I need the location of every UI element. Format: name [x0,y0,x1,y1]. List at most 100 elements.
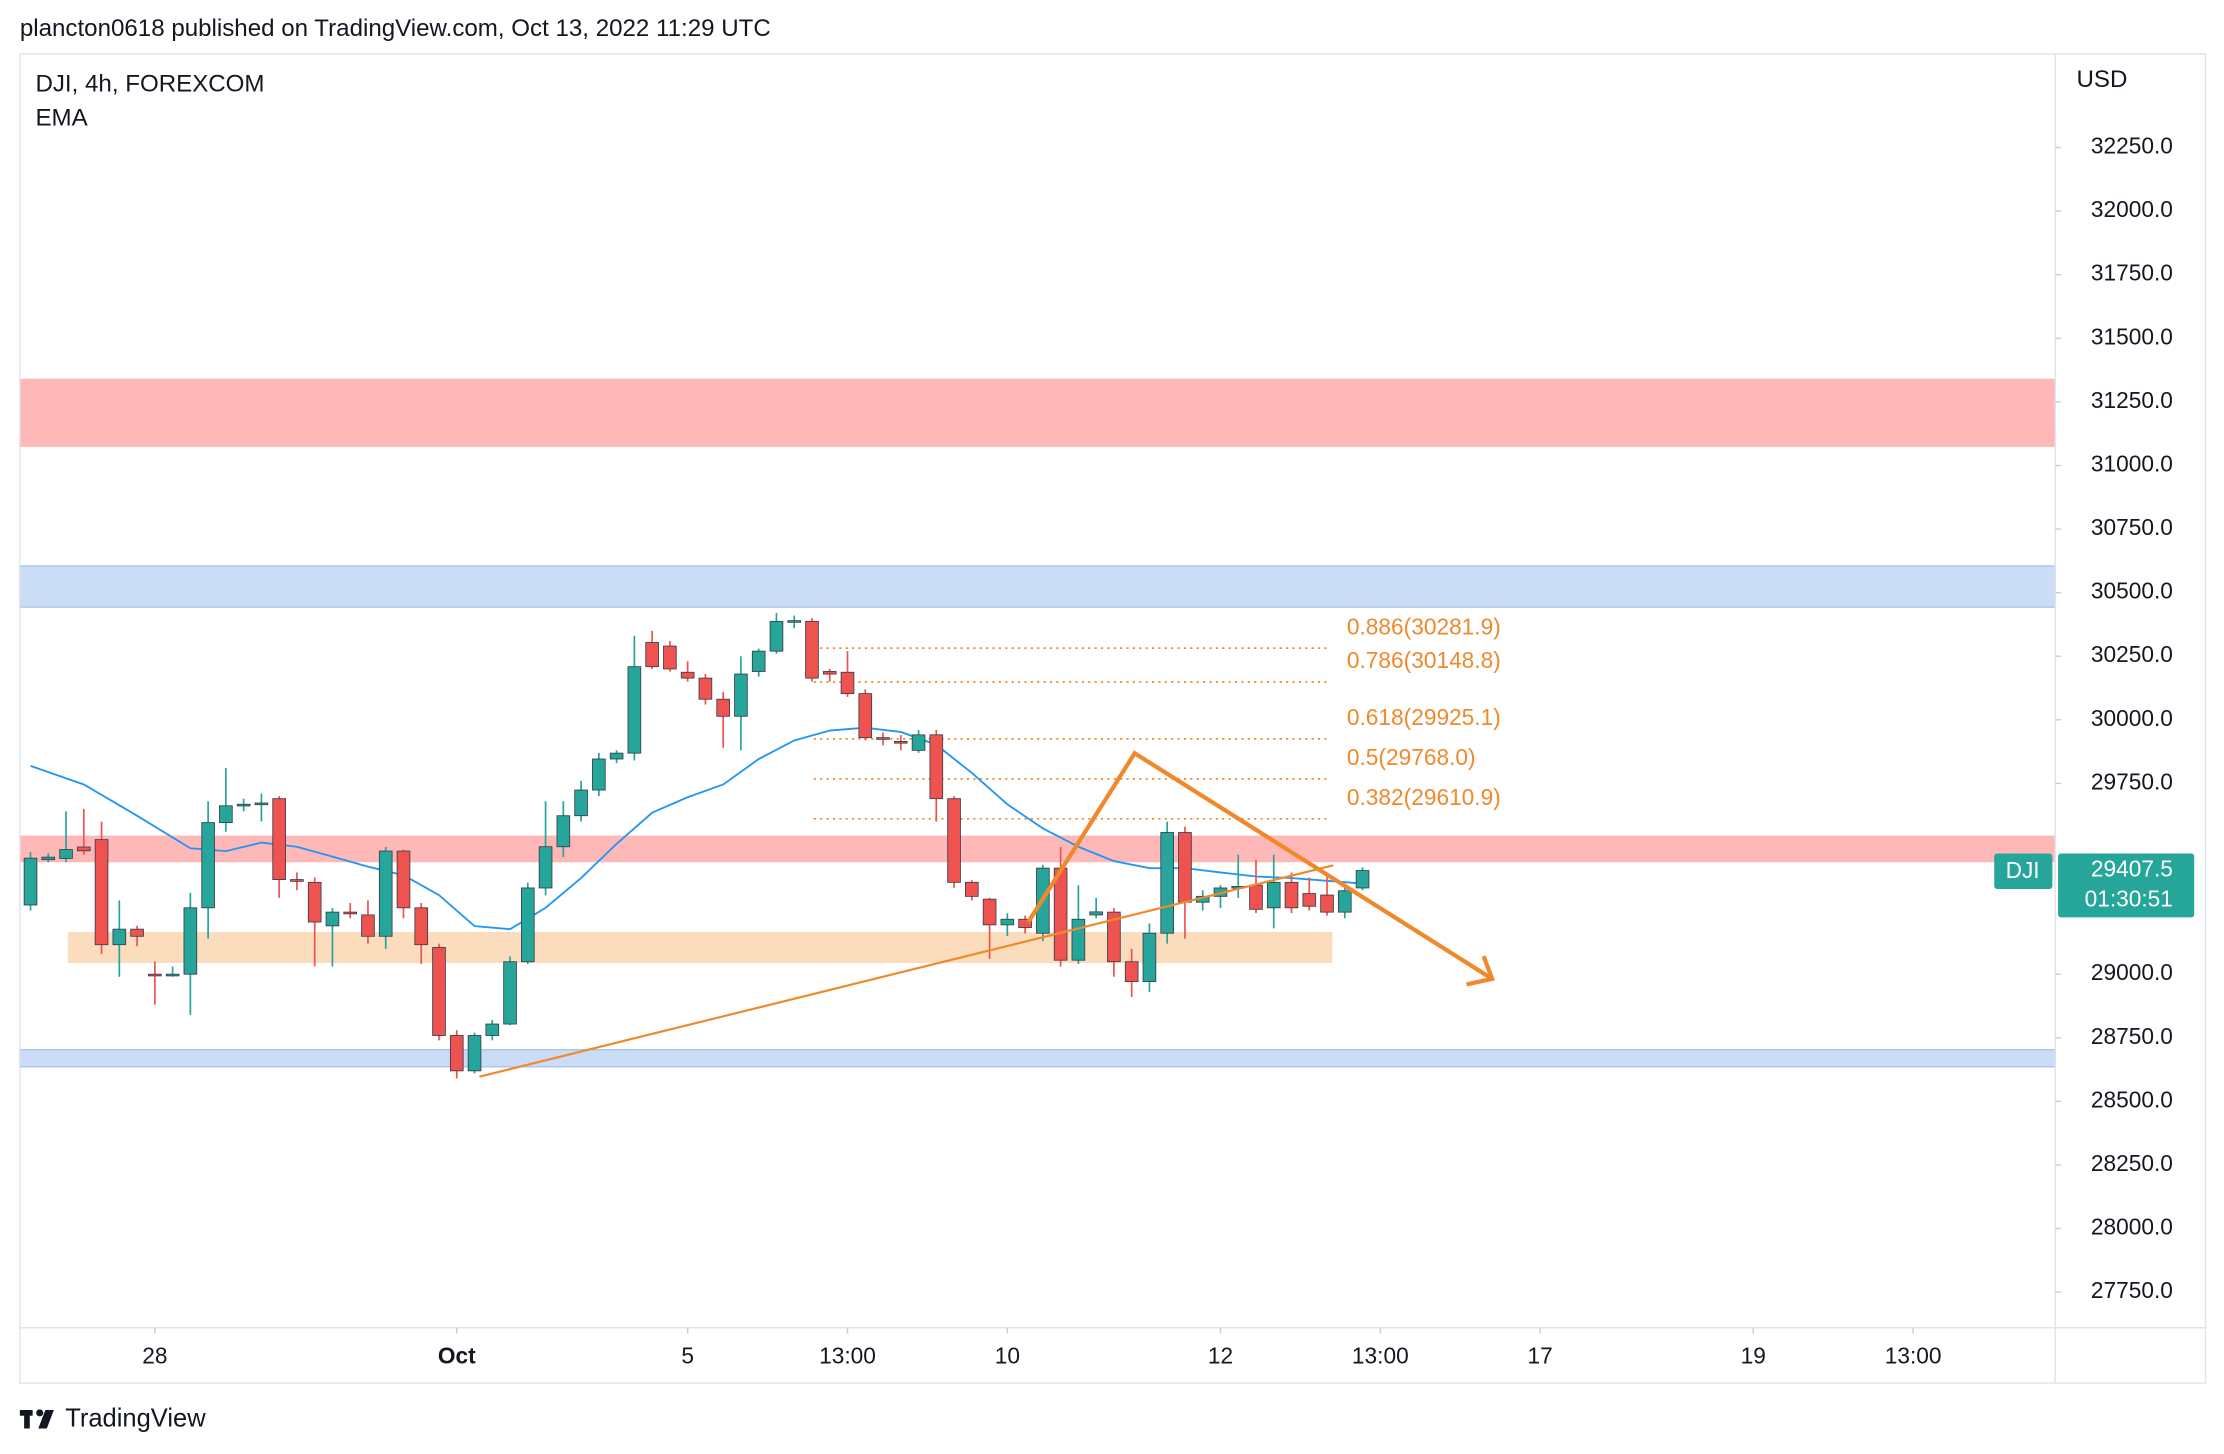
currency-label: USD [2076,66,2127,93]
zone [19,835,2056,863]
y-tick-label: 29750.0 [2091,768,2173,794]
y-tick-label: 30750.0 [2091,514,2173,540]
candle-body [1302,893,1317,907]
candle-body [290,879,304,882]
candle-body [858,693,873,739]
candle-body [201,822,215,909]
candle-body [876,737,890,740]
candle-body [396,850,411,909]
candle-body [698,677,713,700]
x-tick-label: 17 [1528,1343,1553,1369]
logo-part [36,1409,44,1417]
x-tick-label: 5 [681,1343,694,1369]
candle-body [787,620,802,623]
candle-body [378,850,393,937]
y-tick-label: 28250.0 [2091,1150,2173,1176]
candle-body [183,907,198,975]
drawings [479,750,1495,1078]
candle-body [1071,918,1086,961]
candle-body [272,798,286,880]
candle-body [449,1035,464,1072]
candle-body [23,857,38,906]
candle-body [521,887,535,963]
candle-body [680,671,695,679]
candle-body [645,642,659,668]
candle-body [1053,867,1068,961]
candle-body [130,928,144,937]
price-tag-countdown: 01:30:51 [2085,885,2173,911]
candle-body [1337,890,1352,913]
candle-body [911,734,926,751]
candle-body [1178,832,1192,903]
path-drawing [1026,750,1494,981]
candle-body [325,911,340,927]
zone [19,378,2056,447]
candle-body [307,881,322,923]
candles [23,612,1370,1079]
price-tag-value: 29407.5 [2091,856,2173,882]
fib-label: 0.382(29610.9) [1347,784,1501,810]
chart-title: DJI, 4h, FOREXCOM [35,70,264,97]
candle-body [1089,911,1103,916]
symbol-tag-label: DJI [2006,857,2040,883]
y-tick-label: 29000.0 [2091,959,2173,985]
y-tick-label: 28000.0 [2091,1214,2173,1240]
candle-body [59,849,73,859]
fib-label: 0.5(29768.0) [1347,744,1476,770]
candle-body [219,805,233,824]
candle-body [1000,918,1015,926]
frame [19,53,2207,1384]
trend-line [479,864,1334,1078]
x-tick-label: 19 [1741,1343,1766,1369]
candle-body [965,881,979,897]
logo-part [24,1410,30,1429]
candle-body [1249,884,1263,910]
candle-body [556,815,571,848]
y-tick-label: 27750.0 [2091,1277,2173,1303]
candle-body [574,789,588,817]
ema-line [30,726,1363,931]
indicator-name: EMA [35,105,88,132]
candle-body [805,620,819,679]
candle-body [485,1023,500,1036]
candle-body [716,698,730,717]
fib-levels: 0.886(30281.9) 0.786(30148.8) 0.618(29925.… [813,613,1501,820]
footer-brand: TradingView [65,1405,206,1433]
x-tick-label: 28 [142,1343,167,1369]
candle-body [1124,961,1139,982]
y-tick-label: 31250.0 [2091,387,2173,413]
x-tick-label: 13:00 [819,1343,876,1369]
candle-body [840,671,855,695]
fib-label: 0.786(30148.8) [1347,647,1501,673]
price-tag [2058,853,2195,918]
candle-body [1142,932,1157,982]
candle-body [148,973,162,977]
y-tick-label: 30250.0 [2091,641,2173,667]
zone [19,1049,2056,1068]
candle-body [947,798,961,883]
candle-body [361,914,375,937]
frame-border [19,53,2207,1384]
footer-logo [19,1409,54,1429]
candle-body [1018,918,1032,929]
arrow-head [1466,955,1495,987]
x-tick-label: 10 [995,1343,1020,1369]
y-tick-label: 32250.0 [2091,133,2173,159]
candle-body [982,898,997,926]
candle-body [343,911,358,915]
candle-body [1284,881,1299,909]
candle-body [236,803,251,807]
candle-body [432,947,446,1036]
x-tick-label: Oct [438,1343,476,1369]
header: plancton0618 published on TradingView.co… [20,15,771,42]
y-tick-label: 28500.0 [2091,1086,2173,1112]
candle-body [734,673,748,717]
candle-body [1320,894,1334,913]
candle-body [254,802,269,806]
candle-body [1160,832,1174,934]
x-tick-label: 12 [1208,1343,1233,1369]
candle-body [41,856,56,861]
candle-body [1266,881,1281,909]
